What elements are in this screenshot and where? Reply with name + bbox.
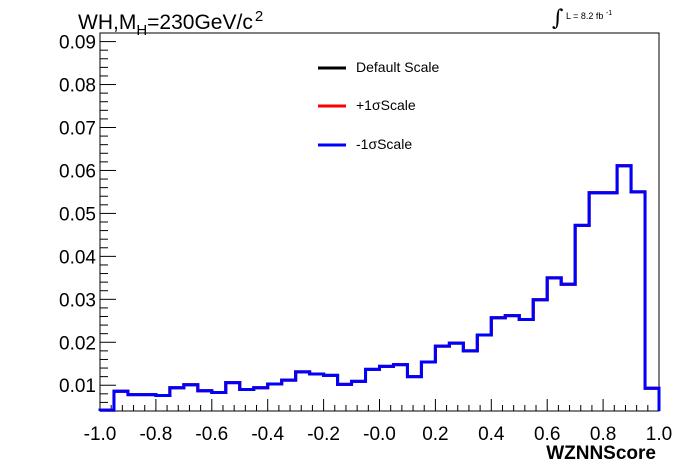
legend-label-2: -1σScale (356, 136, 413, 152)
series-line-2 (98, 164, 661, 412)
x-tick-label: 0.2 (422, 424, 448, 445)
luminosity-superscript: -1 (605, 10, 613, 17)
legend-label-1: +1σScale (356, 97, 416, 113)
axis-ticks: -1.0 -0.8 -0.6 -0.4 -0.2 -0.0 0.2 0.4 0.6 0.8 1.0 0… (59, 32, 672, 445)
legend (318, 66, 346, 147)
luminosity-text: L = 8.2 fb (565, 11, 604, 21)
integral-symbol: ∫ (552, 6, 564, 31)
x-axis-label: WZNNScore (546, 443, 656, 464)
x-tick-label: -0.6 (195, 424, 228, 445)
x-tick-label: 0.8 (590, 424, 616, 445)
series-line-1 (98, 164, 661, 412)
x-tick-label: -0.8 (140, 424, 173, 445)
x-tick-label: 0.6 (534, 424, 560, 445)
legend-label-0: Default Scale (356, 59, 440, 75)
plot-frame (99, 32, 660, 412)
y-tick-label: 0.08 (59, 76, 96, 97)
title-rest: =230GeV/c (147, 11, 253, 34)
y-tick-label: 0.04 (59, 247, 96, 268)
x-tick-label: -1.0 (84, 424, 117, 445)
luminosity-label: ∫ L = 8.2 fb -1 (552, 6, 612, 31)
x-tick-label: -0.0 (363, 424, 396, 445)
title-main: WH,M (78, 11, 137, 34)
y-tick-label: 0.09 (59, 33, 96, 54)
y-tick-label: 0.01 (59, 376, 96, 397)
x-tick-label: -0.4 (251, 424, 284, 445)
x-tick-label: -0.2 (307, 424, 340, 445)
series-line-0 (98, 164, 661, 412)
y-tick-label: 0.03 (59, 290, 96, 311)
title-superscript: 2 (254, 8, 264, 25)
x-tick-label: 0.4 (478, 424, 505, 445)
series-layer (98, 164, 661, 412)
x-tick-label: 1.0 (646, 424, 672, 445)
y-tick-label: 0.05 (59, 204, 96, 225)
title-subscript: H (136, 22, 148, 39)
y-tick-label: 0.02 (59, 333, 96, 354)
y-tick-label: 0.06 (59, 161, 96, 182)
chart-title: WH,MH=230GeV/c 2 (78, 8, 263, 39)
y-tick-label: 0.07 (59, 119, 96, 140)
